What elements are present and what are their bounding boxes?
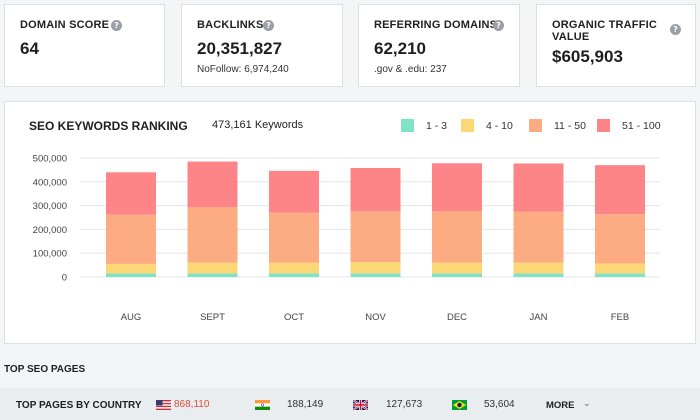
bar-segment[interactable]	[513, 211, 564, 263]
bar-segment[interactable]	[350, 167, 401, 212]
bar-segment[interactable]	[269, 212, 319, 263]
bar-segment[interactable]	[269, 262, 319, 274]
y-tick-label: 400,000	[33, 177, 67, 188]
keywords-count: 473,161 Keywords	[212, 119, 304, 131]
bar-segment[interactable]	[513, 262, 564, 274]
x-tick-label: FEB	[611, 312, 629, 323]
y-tick-label: 300,000	[33, 201, 67, 212]
us-flag-icon[interactable]	[156, 400, 171, 410]
referring-domains-label: REFERRING DOMAINS	[374, 19, 498, 31]
bar-segment[interactable]	[187, 262, 238, 274]
brazil-flag-icon[interactable]	[452, 400, 467, 410]
bar-segment[interactable]	[595, 263, 645, 274]
backlinks-card: BACKLINKS ? 20,351,827 NoFollow: 6,974,2…	[181, 4, 343, 87]
y-tick-label: 0	[62, 273, 67, 284]
backlinks-value: 20,351,827	[197, 39, 283, 58]
domain-score-card: DOMAIN SCORE ? 64	[4, 4, 165, 87]
bar-segment[interactable]	[269, 170, 319, 213]
domain-score-value: 64	[20, 39, 39, 58]
legend-label: 1 - 3	[426, 120, 448, 132]
bar-segment[interactable]	[187, 207, 238, 263]
bar-segment[interactable]	[106, 273, 156, 277]
bar-segment[interactable]	[513, 273, 564, 277]
bar-segment[interactable]	[350, 273, 401, 277]
y-tick-label: 100,000	[33, 249, 67, 260]
bar-segment[interactable]	[432, 211, 482, 263]
legend-swatch	[401, 119, 414, 132]
x-tick-label: SEPT	[200, 312, 225, 323]
chevron-down-icon[interactable]: ⌄	[583, 398, 591, 408]
domain-score-label: DOMAIN SCORE	[20, 19, 110, 31]
referring-domains-card: REFERRING DOMAINS ? 62,210 .gov & .edu: …	[358, 4, 520, 87]
help-icon[interactable]: ?	[670, 24, 681, 35]
bar-segment[interactable]	[595, 214, 645, 264]
bar-segment[interactable]	[350, 262, 401, 274]
bar-segment[interactable]	[187, 273, 238, 277]
bar-segment[interactable]	[350, 211, 401, 263]
us-pages-value[interactable]: 868,110	[174, 399, 210, 410]
top-pages-by-country-bar: TOP PAGES BY COUNTRY 868,110 188,149 127…	[0, 388, 700, 420]
legend-label: 11 - 50	[554, 120, 586, 132]
nofollow-count: NoFollow: 6,974,240	[197, 64, 289, 75]
uk-pages-value[interactable]: 127,673	[386, 399, 423, 410]
bar-segment[interactable]	[269, 273, 319, 277]
help-icon[interactable]: ?	[263, 20, 274, 31]
bar-segment[interactable]	[432, 273, 482, 277]
legend-label: 51 - 100	[622, 120, 661, 132]
bar-segment[interactable]	[106, 214, 156, 264]
bar-segment[interactable]	[106, 172, 156, 215]
india-flag-icon[interactable]	[255, 400, 270, 410]
uk-flag-icon[interactable]	[353, 400, 368, 410]
help-icon[interactable]: ?	[493, 20, 504, 31]
organic-traffic-value: $605,903	[552, 47, 623, 66]
chart-title: SEO KEYWORDS RANKING	[29, 119, 188, 133]
bar-segment[interactable]	[187, 161, 238, 208]
bar-segment[interactable]	[106, 263, 156, 274]
x-tick-label: JAN	[530, 312, 548, 323]
top-seo-pages-title: TOP SEO PAGES	[4, 364, 86, 375]
y-tick-label: 200,000	[33, 225, 67, 236]
y-tick-label: 500,000	[33, 154, 67, 165]
bar-segment[interactable]	[432, 262, 482, 274]
x-tick-label: NOV	[365, 312, 386, 323]
gov-edu-count: .gov & .edu: 237	[374, 64, 447, 75]
bar-segment[interactable]	[595, 273, 645, 277]
bar-segment[interactable]	[513, 163, 564, 212]
referring-domains-value: 62,210	[374, 39, 426, 58]
brazil-pages-value[interactable]: 53,604	[484, 399, 515, 410]
more-button[interactable]: MORE	[546, 400, 575, 411]
india-pages-value[interactable]: 188,149	[287, 399, 324, 410]
backlinks-label: BACKLINKS	[197, 19, 264, 31]
organic-traffic-card: ORGANIC TRAFFIC VALUE ? $605,903	[536, 4, 696, 87]
legend-swatch	[597, 119, 610, 132]
legend-swatch	[461, 119, 474, 132]
x-tick-label: AUG	[121, 312, 142, 323]
bar-segment[interactable]	[432, 163, 482, 212]
bar-segment[interactable]	[595, 165, 645, 215]
legend-label: 4 - 10	[486, 120, 513, 132]
keywords-ranking-chart: 500,000 400,000 300,000 200,000 100,000 0 AUG S…	[33, 154, 660, 323]
organic-traffic-label: ORGANIC TRAFFIC VALUE	[552, 19, 658, 43]
help-icon[interactable]: ?	[111, 20, 122, 31]
top-pages-by-country-label: TOP PAGES BY COUNTRY	[16, 400, 142, 411]
legend-swatch	[529, 119, 542, 132]
x-tick-label: DEC	[447, 312, 467, 323]
x-tick-label: OCT	[284, 312, 304, 323]
